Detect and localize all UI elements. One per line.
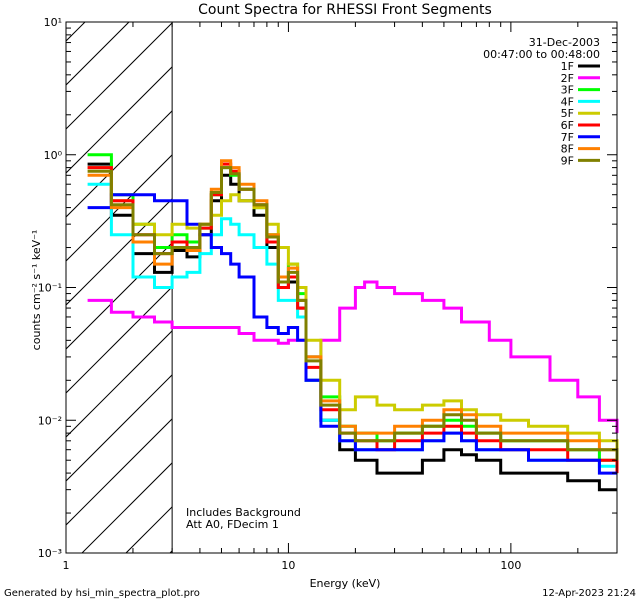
legend-label-8F: 8F [561, 143, 574, 156]
series-line-7F [87, 193, 617, 475]
axis-ticks [65, 22, 618, 554]
y-tick-label: 10⁻³ [38, 547, 62, 560]
timestamp-label: 12-Apr-2023 21:24 [542, 588, 636, 599]
x-axis-label: Energy (keV) [310, 577, 381, 590]
annotation-background: Includes Background [186, 506, 301, 519]
legend-label-9F: 9F [561, 154, 574, 167]
x-tick-label: 100 [500, 559, 521, 572]
legend-label-7F: 7F [561, 131, 574, 144]
y-tick-label: 10⁰ [44, 149, 63, 162]
time-range-label: 00:47:00 to 00:48:00 [483, 48, 600, 61]
hatch-line [66, 154, 173, 262]
series-line-2F [87, 280, 619, 434]
y-tick-label: 10¹ [44, 16, 62, 29]
legend-label-6F: 6F [561, 119, 574, 132]
legend-label-2F: 2F [561, 72, 574, 85]
legend-label-4F: 4F [561, 95, 574, 108]
series-line-1F [87, 162, 617, 492]
legend-label-1F: 1F [561, 60, 574, 73]
legend-label-3F: 3F [561, 84, 574, 97]
y-tick-label: 10⁻¹ [38, 282, 62, 295]
series-line-9F [87, 166, 619, 461]
hatch-line [66, 418, 173, 526]
generated-by-label: Generated by hsi_min_spectra_plot.pro [4, 588, 200, 599]
x-tick-label: 10 [281, 559, 295, 572]
hatch-line [66, 22, 130, 86]
chart-title: Count Spectra for RHESSI Front Segments [198, 2, 492, 18]
series-line-8F [87, 159, 619, 461]
legend-label-5F: 5F [561, 107, 574, 120]
axis-tick-labels: 1 10 100 10⁻³ 10⁻² 10⁻¹ 10⁰ 10¹ [38, 16, 522, 572]
hatch-line [66, 374, 173, 482]
hatch-line [66, 198, 173, 306]
date-label: 31-Dec-2003 [529, 36, 600, 49]
y-tick-label: 10⁻² [38, 414, 62, 427]
y-axis-label: counts cm⁻² s⁻¹ keV⁻¹ [30, 230, 43, 351]
hatch-line [66, 22, 173, 130]
series-layer [87, 153, 619, 492]
x-tick-label: 1 [63, 559, 70, 572]
annotation-attenuator: Att A0, FDecim 1 [186, 518, 279, 531]
